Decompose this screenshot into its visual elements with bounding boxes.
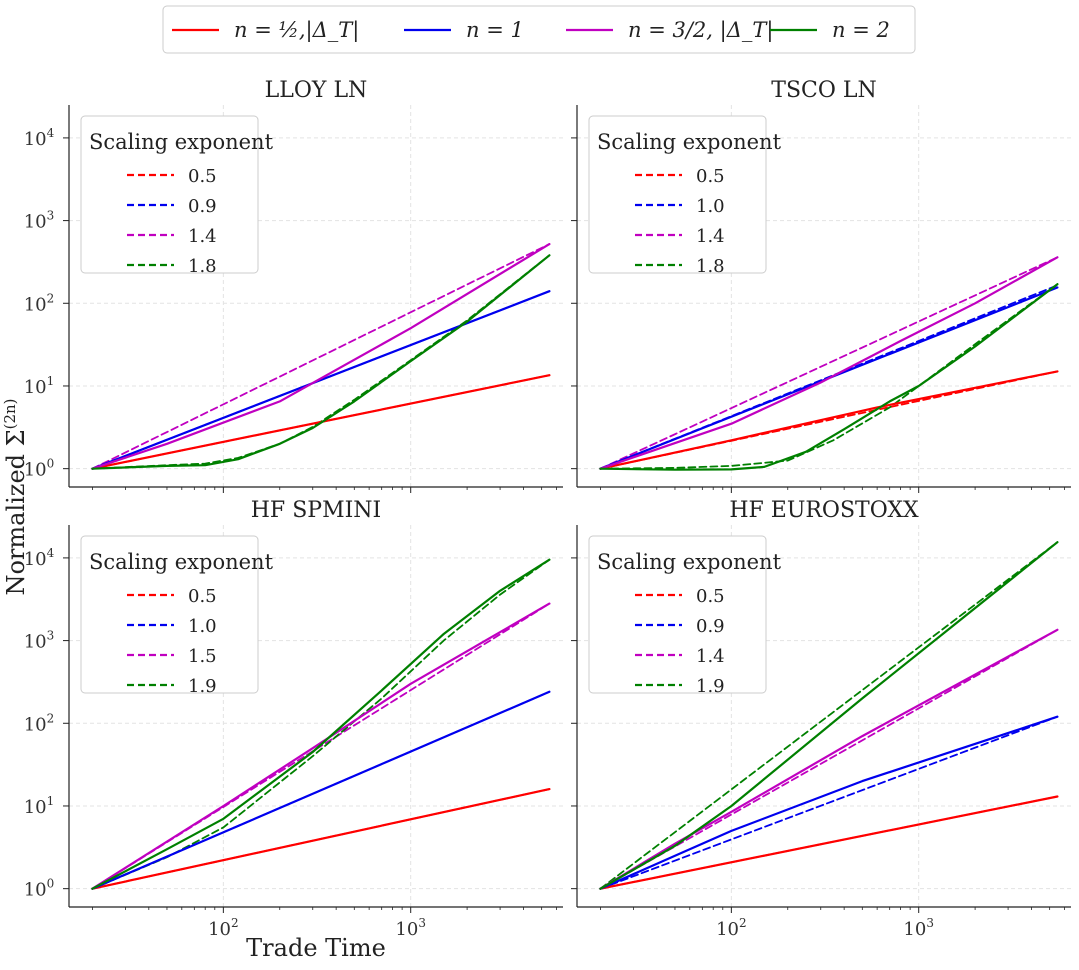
scaling-legend-title: Scaling exponent [89,550,274,574]
panel-1: 100 101 102 103 104 LLOY LN Scaling exponent 0.… [24,78,563,493]
scaling-legend: Scaling exponent 0.5 1.0 1.5 1.9 [80,535,274,697]
series-line-n-2 [599,283,1059,471]
panel-title: TSCO LN [771,78,876,103]
scaling-legend-value: 0.9 [696,616,725,637]
scaling-legend-frame [80,115,259,274]
top-legend-label-2: n = 1 [466,18,524,42]
scaling-legend-value: 0.9 [188,196,217,217]
scaling-legend-value: 0.5 [696,586,725,607]
series-line-n-2 [91,254,551,470]
panel-4: 102 103 HF EUROSTOXX Scaling exponent 0.5 0.9… [571,498,1071,940]
scaling-legend-value: 0.5 [188,586,217,607]
y-tick-label: 102 [24,291,55,315]
series-line-n-3-2-fit [91,243,551,470]
series-line-n-1 [91,690,551,890]
series-line-n-3-2 [91,602,551,890]
series-line-n-1 [91,290,551,470]
y-tick-label: 100 [24,457,55,481]
scaling-legend: Scaling exponent 0.5 1.0 1.4 1.8 [588,115,782,277]
y-axis-label-text: Normalized Σ(2n) [1,398,30,595]
series-line-n-3-2 [599,256,1059,470]
scaling-legend-value: 1.0 [188,616,217,637]
scaling-legend-value: 1.9 [188,676,217,697]
y-axis-label: Normalized Σ(2n) [1,398,30,595]
top-legend-label-4: n = 2 [832,18,890,42]
scaling-legend-value: 1.9 [696,676,725,697]
series-line-n-2-fit [599,283,1059,470]
series-line-n-1-2 [599,795,1059,890]
top-legend: n = ½,|Δ_T| n = 1 n = 3/2, |Δ_T| n = 2 [162,5,916,54]
scaling-legend-frame [588,535,767,694]
series-line-n-2-fit [599,541,1059,890]
panel-title: HF EUROSTOXX [729,498,919,523]
x-tick-label: 102 [716,916,747,940]
series-line-n-3-2 [599,628,1059,890]
y-tick-label: 100 [24,877,55,901]
scaling-legend-frame [80,535,259,694]
scaling-legend-value: 0.5 [188,166,217,187]
series-line-n-2-fit [91,254,551,470]
y-tick-label: 104 [24,546,55,570]
y-tick-label: 103 [24,629,55,653]
panel-title: HF SPMINI [251,498,381,523]
scaling-legend: Scaling exponent 0.5 0.9 1.4 1.8 [80,115,274,277]
y-tick-label: 101 [24,374,55,398]
scaling-legend-value: 1.4 [696,646,725,667]
series-line-n-3-2 [91,243,551,470]
scaling-legend: Scaling exponent 0.5 0.9 1.4 1.9 [588,535,782,697]
top-legend-frame [162,5,916,54]
top-legend-label-1: n = ½,|Δ_T| [234,18,359,43]
panel-title: LLOY LN [265,78,368,103]
y-tick-label: 103 [24,209,55,233]
top-legend-label-3: n = 3/2, |Δ_T| [628,18,773,43]
x-tick-label: 103 [903,916,934,940]
scaling-legend-title: Scaling exponent [597,130,782,154]
y-tick-label: 101 [24,794,55,818]
series-line-n-2 [599,541,1059,890]
scaling-legend-title: Scaling exponent [597,550,782,574]
scaling-legend-value: 1.4 [188,226,217,247]
y-tick-label: 102 [24,711,55,735]
series-line-n-2 [91,558,551,890]
y-tick-label: 104 [24,126,55,150]
scaling-legend-value: 1.8 [696,256,725,277]
x-tick-label: 102 [208,916,239,940]
series-line-n-3-2-fit [599,256,1059,470]
x-tick-label: 103 [395,916,426,940]
series-line-n-1 [599,715,1059,890]
panel-2: TSCO LN Scaling exponent 0.5 1.0 1.4 1.8 [571,78,1071,493]
scaling-legend-value: 1.5 [188,646,217,667]
series-line-n-1-2 [91,787,551,890]
series-line-n-1-2 [599,370,1059,470]
scaling-legend-value: 1.4 [696,226,725,247]
series-line-n-1-fit [599,715,1059,890]
scaling-legend-value: 1.0 [696,196,725,217]
scaling-legend-value: 1.8 [188,256,217,277]
panel-3: 100 101 102 103 104 102 103 HF SPMINI Scaling ex… [24,498,563,940]
scaling-legend-value: 0.5 [696,166,725,187]
scaling-legend-title: Scaling exponent [89,130,274,154]
x-axis-label: Trade Time [246,934,386,962]
panels: 100 101 102 103 104 LLOY LN Scaling exponent 0.… [24,78,1071,940]
scaling-legend-frame [588,115,767,274]
